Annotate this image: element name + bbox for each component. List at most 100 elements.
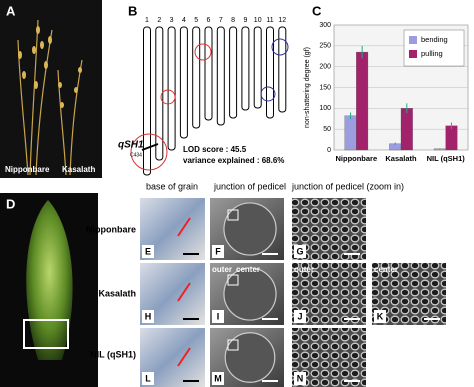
- letter-bg: [142, 310, 154, 323]
- panel-letter: B: [128, 3, 137, 18]
- arrow: [177, 217, 191, 237]
- letter-bg: [142, 245, 154, 258]
- letter-bg: [374, 310, 386, 323]
- chromosome-number: 9: [243, 17, 247, 24]
- row-label: Nipponbare: [86, 224, 136, 234]
- column-header: base of grain: [146, 181, 198, 191]
- row-label: Kasalath: [98, 288, 136, 298]
- chromosome-number: 10: [254, 17, 262, 24]
- chromosome: [167, 26, 176, 151]
- legend-swatch: [409, 50, 417, 58]
- bar: [356, 51, 369, 151]
- chromosome-number: 8: [231, 17, 235, 24]
- marker-label: C434: [130, 152, 142, 158]
- chromosome-number: 1: [145, 17, 149, 24]
- chromosome: [241, 26, 250, 111]
- legend-label: pulling: [421, 49, 443, 58]
- photo-label: Kasalath: [62, 165, 95, 174]
- column-header: junction of pedicel (zoom in): [291, 181, 404, 191]
- arrow: [177, 282, 191, 302]
- x-tick-label: NIL (qSH1): [427, 154, 466, 163]
- chromosome: [155, 26, 164, 161]
- image-letter: M: [214, 373, 222, 383]
- sublabel: center: [374, 265, 398, 274]
- zoom-box: [23, 319, 69, 349]
- letter-bg: [212, 245, 224, 258]
- chromosome: [229, 26, 238, 119]
- chromosome-number: 3: [170, 17, 174, 24]
- pedicel: [223, 202, 277, 256]
- chromosome: [278, 26, 287, 113]
- panicles: [17, 19, 83, 176]
- y-tick-label: 250: [319, 43, 331, 50]
- chromosome: [143, 26, 151, 176]
- y-tick-label: 0: [327, 147, 331, 154]
- chromosome-number: 12: [278, 17, 286, 24]
- chromosome-number: 5: [194, 17, 198, 24]
- chromosome: [179, 26, 188, 139]
- image-letter: K: [377, 311, 384, 321]
- column-header: junction of pedicel: [213, 181, 286, 191]
- sublabel: outer: [294, 265, 314, 274]
- chromosome-number: 6: [207, 17, 211, 24]
- qtl-circle: [271, 38, 289, 56]
- image-letter: H: [145, 311, 152, 321]
- panel-letter: C: [312, 3, 322, 18]
- zoom-box: [227, 274, 239, 286]
- legend-swatch: [409, 36, 417, 44]
- bar: [344, 115, 357, 151]
- image-letter: E: [145, 246, 151, 256]
- row-label: NIL (qSH1): [90, 349, 136, 359]
- chromosome-number: 7: [219, 17, 223, 24]
- qtl-circle: [260, 86, 276, 102]
- image-letter: N: [297, 373, 304, 383]
- image-letter: J: [297, 311, 302, 321]
- sublabel: outer: [212, 265, 232, 274]
- chromosome: [253, 26, 262, 109]
- sublabel: center: [236, 265, 260, 274]
- legend-label: bending: [421, 35, 448, 44]
- chromosome: [216, 26, 225, 126]
- chromosome-number: 2: [157, 17, 161, 24]
- bar: [445, 125, 458, 151]
- y-tick-label: 100: [319, 105, 331, 112]
- bar: [400, 108, 413, 151]
- image-letter: I: [217, 311, 220, 321]
- letter-bg: [294, 372, 306, 385]
- photo-a: [0, 0, 102, 178]
- qtl-circle: [130, 133, 168, 171]
- image-letter: F: [215, 246, 221, 256]
- qtl-circle: [194, 43, 212, 61]
- panel-letter: A: [6, 3, 16, 18]
- x-tick-label: Kasalath: [385, 154, 417, 163]
- y-tick-label: 300: [319, 22, 331, 29]
- locus-label: qSH1: [118, 140, 144, 151]
- x-tick-label: Nipponbare: [335, 154, 377, 163]
- panel-letter: D: [6, 196, 15, 211]
- arrow: [177, 347, 191, 367]
- chromosome-number: 11: [266, 17, 273, 24]
- qtl-circle: [160, 89, 176, 105]
- letter-bg: [294, 310, 306, 323]
- letter-bg: [142, 372, 154, 385]
- chromosome: [266, 26, 274, 119]
- letter-bg: [212, 310, 224, 323]
- lod: LOD score : 45.5: [183, 145, 247, 154]
- grains: [18, 26, 82, 108]
- chromosome-number: 4: [182, 17, 186, 24]
- pedicel: [223, 267, 277, 321]
- arrow: [141, 143, 159, 151]
- y-axis-label: non-shattering degree (gf): [304, 47, 311, 128]
- zoom-box: [227, 339, 239, 351]
- image-letter: L: [145, 373, 151, 383]
- y-tick-label: 200: [319, 64, 331, 71]
- chromosome: [204, 26, 213, 121]
- zoom-box: [227, 209, 239, 221]
- variance: variance explained : 68.6%: [183, 156, 284, 165]
- y-tick-label: 150: [319, 84, 331, 91]
- y-tick-label: 50: [323, 126, 331, 133]
- photo-label: Nipponbare: [5, 165, 50, 174]
- image-letter: G: [296, 246, 303, 256]
- chromosome: [192, 26, 201, 129]
